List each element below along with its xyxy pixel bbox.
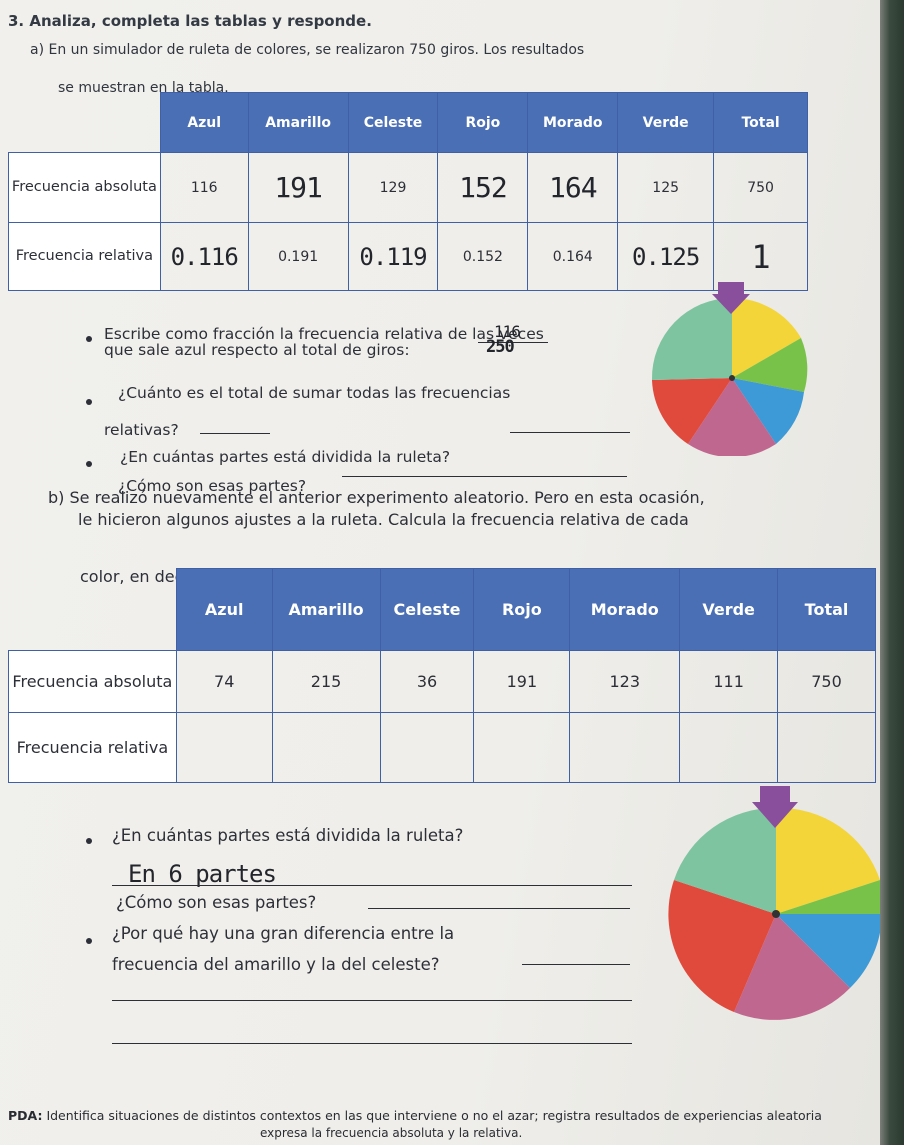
table-a-abs-celeste: 129 <box>347 152 439 223</box>
table-a: Azul Amarillo Celeste Rojo Morado Verde … <box>8 92 808 291</box>
bullet <box>86 399 92 405</box>
table-a-header-celeste: Celeste <box>347 92 439 153</box>
table-a-header-azul: Azul <box>159 92 249 153</box>
pda-text: Identifica situaciones de distintos cont… <box>46 1108 822 1123</box>
exercise-heading: 3. Analiza, completa las tablas y respon… <box>8 12 372 30</box>
question-a3-line2: ¿Cómo son esas partes? <box>118 477 307 495</box>
pointer-icon <box>712 282 750 314</box>
wheel-b-sectors <box>668 807 883 1020</box>
table-b-header-rojo: Rojo <box>473 568 571 651</box>
question-a3-line1: ¿En cuántas partes está dividida la rule… <box>120 448 451 466</box>
table-b-rel-amarillo[interactable] <box>271 712 381 783</box>
table-a-header-total: Total <box>713 92 808 153</box>
answer-a1-numerator[interactable]: 116 <box>494 322 521 341</box>
answer-b3-line-c[interactable] <box>112 1043 632 1044</box>
table-a-header-verde: Verde <box>617 92 715 153</box>
answer-a1-denominator[interactable]: 250 <box>486 337 515 357</box>
table-b-rel-verde[interactable] <box>679 712 779 783</box>
worksheet-page: 3. Analiza, completa las tablas y respon… <box>0 0 884 1145</box>
table-a-label-relative: Frecuencia relativa <box>8 222 161 291</box>
table-b-rel-celeste[interactable] <box>379 712 475 783</box>
answer-a3-line[interactable] <box>510 432 630 433</box>
answer-a2-line[interactable] <box>200 433 270 434</box>
question-b3-line1: ¿Por qué hay una gran diferencia entre l… <box>112 924 455 943</box>
bullet <box>86 336 92 342</box>
table-a-rel-amarillo: 0.191 <box>247 222 349 291</box>
table-b-header-amarillo: Amarillo <box>271 568 381 651</box>
bullet <box>86 838 92 844</box>
table-b-rel-total[interactable] <box>777 712 876 783</box>
table-b-label-relative: Frecuencia relativa <box>8 712 177 783</box>
table-b-rel-morado[interactable] <box>569 712 681 783</box>
table-a-rel-morado: 0.164 <box>527 222 619 291</box>
table-b-abs-morado: 123 <box>569 650 681 713</box>
table-b-abs-verde: 111 <box>679 650 779 713</box>
part-b-line1: b) Se realizó nuevamente el anterior exp… <box>48 488 705 507</box>
question-a1-line1: Escribe como fracción la frecuencia rela… <box>104 325 544 343</box>
table-a-header-rojo: Rojo <box>437 92 529 153</box>
answer-a3b-line[interactable] <box>342 476 627 477</box>
part-a-intro-line1: a) En un simulador de ruleta de colores,… <box>30 42 585 58</box>
question-a2-line1: ¿Cuánto es el total de sumar todas las f… <box>118 384 511 402</box>
table-a-rel-celeste[interactable]: 0.119 <box>347 222 439 291</box>
table-b-header-verde: Verde <box>679 568 779 651</box>
roulette-wheel-b <box>668 786 883 1020</box>
table-b-abs-total: 750 <box>777 650 876 713</box>
question-b1: ¿En cuántas partes está dividida la rule… <box>112 826 464 845</box>
table-b-rel-rojo[interactable] <box>473 712 571 783</box>
part-b-line2: le hicieron algunos ajustes a la ruleta.… <box>78 510 689 529</box>
answer-a1-fraction-bar <box>478 342 548 343</box>
page-edge-background <box>880 0 904 1145</box>
table-a-abs-amarillo[interactable]: 191 <box>247 152 349 223</box>
question-a2-line2: relativas? <box>104 421 179 439</box>
table-a-label-absolute: Frecuencia absoluta <box>8 152 161 223</box>
table-b-abs-azul: 74 <box>175 650 273 713</box>
table-a-rel-azul[interactable]: 0.116 <box>159 222 249 291</box>
table-b-header-total: Total <box>777 568 876 651</box>
table-b-abs-rojo: 191 <box>473 650 571 713</box>
answer-b3-line-b[interactable] <box>112 1000 632 1001</box>
answer-b1[interactable]: En 6 partes <box>128 860 277 888</box>
bullet <box>86 938 92 944</box>
answer-b3-line-a[interactable] <box>522 964 630 965</box>
table-a-rel-total[interactable]: 1 <box>713 222 808 291</box>
table-a-header-morado: Morado <box>527 92 619 153</box>
wheel-a-sectors <box>651 298 808 456</box>
table-a-abs-total: 750 <box>713 152 808 223</box>
table-b-label-absolute: Frecuencia absoluta <box>8 650 177 713</box>
answer-b2-line[interactable] <box>368 908 630 909</box>
pda-footer-line2: expresa la frecuencia absoluta y la rela… <box>260 1126 523 1140</box>
table-b-corner <box>9 569 177 651</box>
bullet <box>86 461 92 467</box>
table-b: Azul Amarillo Celeste Rojo Morado Verde … <box>8 568 876 783</box>
table-a-abs-rojo[interactable]: 152 <box>437 152 529 223</box>
table-a-abs-morado[interactable]: 164 <box>527 152 619 223</box>
table-a-rel-verde[interactable]: 0.125 <box>617 222 715 291</box>
table-a-abs-azul: 116 <box>159 152 249 223</box>
roulette-wheel-a <box>651 282 808 456</box>
table-b-abs-amarillo: 215 <box>271 650 381 713</box>
table-b-header-azul: Azul <box>175 568 273 651</box>
question-b2: ¿Cómo son esas partes? <box>116 893 317 912</box>
table-a-abs-verde: 125 <box>617 152 715 223</box>
table-b-rel-azul[interactable] <box>175 712 273 783</box>
pda-footer: PDA: Identifica situaciones de distintos… <box>8 1108 822 1123</box>
table-a-header-amarillo: Amarillo <box>247 92 349 153</box>
table-b-header-morado: Morado <box>569 568 681 651</box>
question-b3-line2: frecuencia del amarillo y la del celeste… <box>112 955 440 974</box>
pointer-icon <box>752 786 798 828</box>
table-b-abs-celeste: 36 <box>379 650 475 713</box>
table-b-header-celeste: Celeste <box>379 568 475 651</box>
table-a-rel-rojo: 0.152 <box>437 222 529 291</box>
answer-b1-line[interactable] <box>112 885 632 886</box>
question-a1-line2: que sale azul respecto al total de giros… <box>104 341 410 359</box>
table-a-corner <box>9 93 161 153</box>
pda-label: PDA: <box>8 1108 43 1123</box>
